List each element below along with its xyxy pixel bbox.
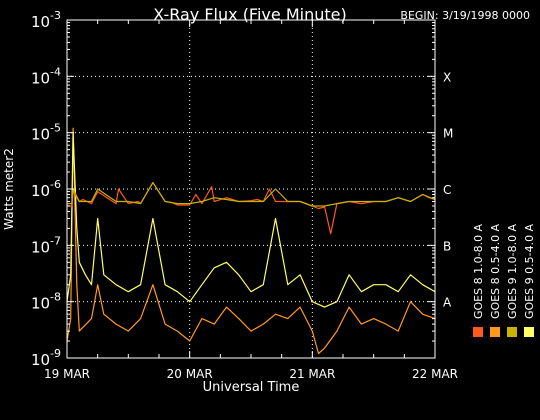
y-tick-base: 10 <box>31 351 50 369</box>
y-tick-base: 10 <box>31 126 50 144</box>
axis-ticks <box>66 19 436 359</box>
y-tick-exponent: -4 <box>50 65 61 78</box>
x-tick-label: 21 MAR <box>289 367 335 381</box>
legend-swatch <box>524 327 534 337</box>
series-layer <box>66 127 436 355</box>
y-tick-exponent: -5 <box>50 122 61 135</box>
y-tick-exponent: -6 <box>50 178 61 191</box>
y-tick-labels: 10-910-810-710-610-510-410-3 <box>31 9 61 369</box>
y-tick-label: 10-3 <box>31 9 61 31</box>
y-tick-exponent: -3 <box>50 9 61 22</box>
flare-class-label: A <box>443 296 452 310</box>
y-tick-base: 10 <box>31 295 50 313</box>
y-tick-label: 10-6 <box>31 178 61 200</box>
y-axis-label: Watts meter2 <box>2 148 16 230</box>
legend-entry-label: GOES 9 1.0-8.0 A <box>506 223 519 319</box>
legend-entry-label: GOES 8 1.0-8.0 A <box>472 223 485 319</box>
gridlines <box>67 20 435 358</box>
flare-class-label: B <box>443 239 451 253</box>
chart-title: X-Ray Flux (Five Minute) <box>153 5 346 24</box>
y-tick-exponent: -7 <box>50 234 61 247</box>
legend-swatch <box>473 327 483 337</box>
flare-class-labels: A B C M X <box>443 70 453 309</box>
series-line <box>66 127 436 355</box>
series-line <box>66 132 436 308</box>
series-line <box>67 182 436 207</box>
legend-swatch <box>507 327 517 337</box>
y-tick-exponent: -8 <box>50 291 61 304</box>
y-tick-base: 10 <box>31 69 50 87</box>
x-tick-label: 22 MAR <box>412 367 458 381</box>
y-tick-base: 10 <box>31 13 50 31</box>
y-tick-label: 10-9 <box>31 347 61 369</box>
x-axis-label: Universal Time <box>203 380 300 395</box>
flare-class-label: X <box>443 70 451 84</box>
legend: GOES 8 1.0-8.0 A GOES 8 0.5-4.0 A GOES 9 1… <box>472 223 536 337</box>
y-tick-exponent: -9 <box>50 347 61 360</box>
y-tick-label: 10-5 <box>31 122 61 144</box>
flare-class-label: C <box>443 183 451 197</box>
legend-entry-label: GOES 8 0.5-4.0 A <box>489 223 502 319</box>
begin-date-label: BEGIN: 3/19/1998 0000 <box>400 9 530 22</box>
x-tick-label: 19 MAR <box>44 367 90 381</box>
y-tick-label: 10-4 <box>31 65 61 87</box>
legend-swatch <box>490 327 500 337</box>
flare-class-label: M <box>443 127 453 141</box>
y-tick-base: 10 <box>31 238 50 256</box>
y-tick-base: 10 <box>31 182 50 200</box>
x-tick-label: 20 MAR <box>167 367 213 381</box>
legend-entry-label: GOES 9 0.5-4.0 A <box>523 223 536 319</box>
y-tick-label: 10-7 <box>31 234 61 256</box>
y-tick-label: 10-8 <box>31 291 61 313</box>
x-tick-labels: 19 MAR 20 MAR 21 MAR 22 MAR <box>44 367 458 381</box>
